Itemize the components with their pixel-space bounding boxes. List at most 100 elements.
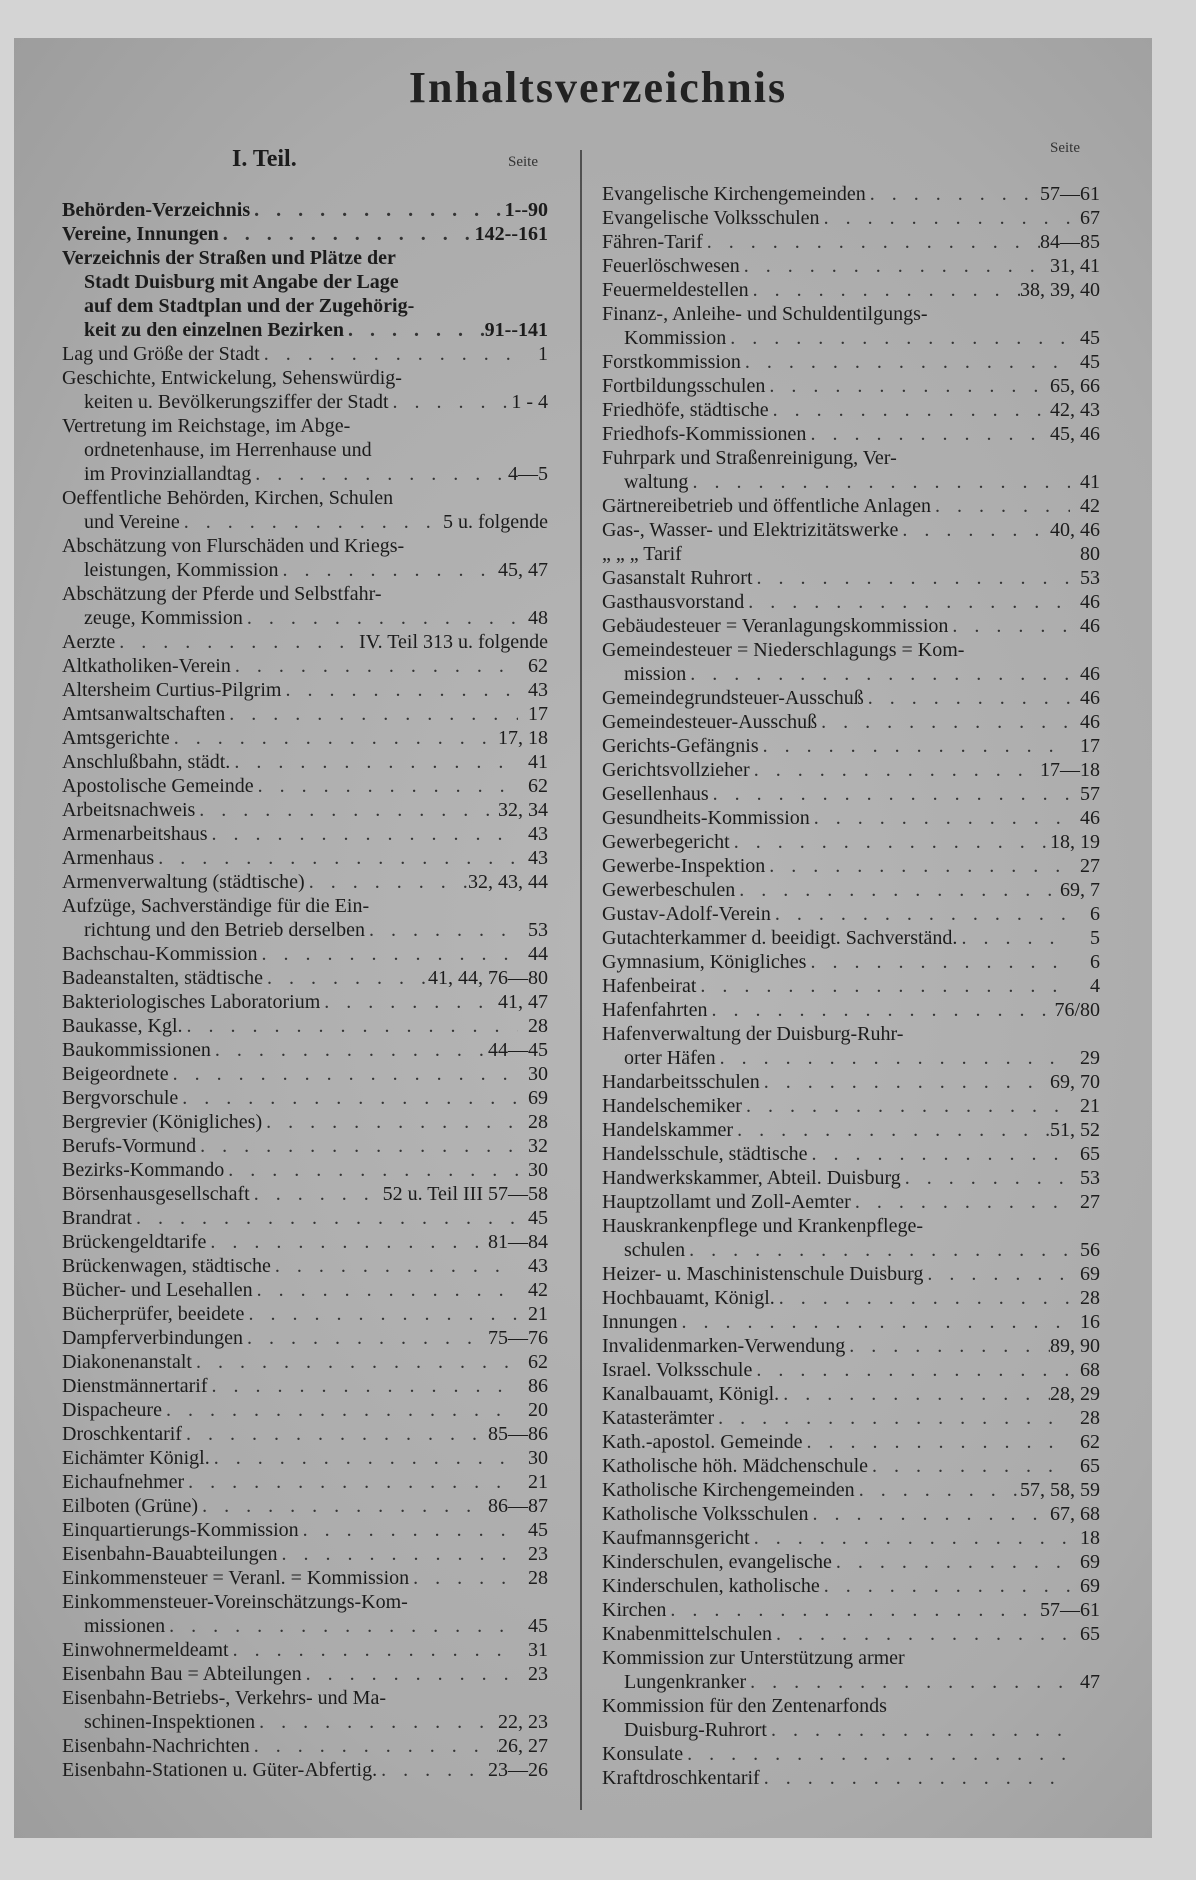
- entry-line: keit zu den einzelnen Bezirken 91--141: [62, 318, 548, 342]
- index-entry: Eisenbahn-Nachrichten 26, 27: [62, 1734, 548, 1758]
- entry-text: Gas-, Wasser- und Elektrizitätswerke: [602, 519, 899, 541]
- entry-line: Droschkentarif 85—86: [62, 1422, 548, 1446]
- index-entry: Handelsschule, städtische 65: [602, 1142, 1100, 1166]
- entry-text: Eisenbahn-Betriebs-, Verkehrs- und Ma-: [62, 1687, 386, 1709]
- leader-dots: [772, 1622, 1070, 1646]
- page-number: 17, 18: [498, 727, 548, 749]
- entry-line: Amtsgerichte 17, 18: [62, 726, 548, 750]
- entry-line: Berufs-Vormund 32: [62, 1134, 548, 1158]
- index-entry: Brückenwagen, städtische 43: [62, 1254, 548, 1278]
- leader-dots: [169, 1062, 518, 1086]
- leader-dots: [320, 990, 498, 1014]
- entry-line: Apostolische Gemeinde 62: [62, 774, 548, 798]
- index-entry: Gerichts-Gefängnis 17: [602, 734, 1100, 758]
- index-entry: Kath.-apostol. Gemeinde 62: [602, 1430, 1100, 1454]
- entry-text: Brückenwagen, städtische: [62, 1255, 271, 1277]
- entry-text: Aerzte: [62, 631, 116, 653]
- entry-line: Oeffentliche Behörden, Kirchen, Schulen: [62, 486, 548, 510]
- page-number: 69: [1080, 1551, 1100, 1573]
- page-number: 142--161: [474, 223, 548, 245]
- entry-line: schinen-Inspektionen 22, 23: [62, 1710, 548, 1734]
- leader-dots: [931, 494, 1070, 518]
- entry-text: im Provinziallandtag: [84, 463, 252, 485]
- leader-dots: [688, 470, 1070, 494]
- entry-text: Arbeitsnachweis: [62, 799, 196, 821]
- entry-text: Lag und Größe der Stadt: [62, 343, 260, 365]
- entry-text: Brückengeldtarife: [62, 1231, 207, 1253]
- page-number: 40, 46: [1050, 519, 1100, 541]
- page-number: 5: [1090, 927, 1100, 949]
- part-heading: I. Teil.: [232, 146, 297, 172]
- page-number: 69, 70: [1050, 1071, 1100, 1093]
- index-entry: Verzeichnis der Straßen und Plätze der St…: [62, 246, 548, 342]
- leader-dots: [740, 254, 1050, 278]
- page-number: 4—5: [508, 463, 548, 485]
- entry-line: Handelsschule, städtische 65: [602, 1142, 1100, 1166]
- leader-dots: [686, 662, 1070, 686]
- entry-text: Fähren-Tarif: [602, 231, 703, 253]
- index-entry: Kanalbauamt, Königl. 28, 29: [602, 1382, 1100, 1406]
- leader-dots: [750, 758, 1040, 782]
- page-number: 28: [1080, 1407, 1100, 1429]
- entry-text: Hafenfahrten: [602, 999, 708, 1021]
- index-entry: Dienstmännertarif 86: [62, 1374, 548, 1398]
- entry-text: Badeanstalten, städtische: [62, 967, 264, 989]
- entry-line: Abschätzung der Pferde und Selbstfahr-: [62, 582, 548, 606]
- page-number: 46: [1080, 591, 1100, 613]
- entry-line: schulen 56: [602, 1238, 1100, 1262]
- entry-line: Aufzüge, Sachverständige für die Ein-: [62, 894, 548, 918]
- index-entry: Baukommissionen 44—45: [62, 1038, 548, 1062]
- leader-dots: [377, 1758, 488, 1782]
- leader-dots: [253, 1278, 518, 1302]
- leader-dots: [868, 1454, 1070, 1478]
- page-number: 43: [528, 847, 548, 869]
- leader-dots: [305, 870, 468, 894]
- entry-text: Friedhöfe, städtische: [602, 399, 769, 421]
- leader-dots: [803, 1430, 1071, 1454]
- entry-line: Armenarbeitshaus 43: [62, 822, 548, 846]
- entry-text: orter Häfen: [624, 1047, 716, 1069]
- leader-dots: [243, 606, 518, 630]
- entry-line: Katholische höh. Mädchenschule 65: [602, 1454, 1100, 1478]
- page-number: 22, 23: [498, 1711, 548, 1733]
- index-entry: Handelschemiker 21: [602, 1094, 1100, 1118]
- entry-line: mission 46: [602, 662, 1100, 686]
- page-number: 86: [528, 1375, 548, 1397]
- page-number: 45, 47: [498, 559, 548, 581]
- leader-dots: [957, 926, 1070, 950]
- index-entry: Gasanstalt Ruhrort 53: [602, 566, 1100, 590]
- entry-text: Evangelische Kirchengemeinden: [602, 183, 866, 205]
- entry-line: Bergvorschule 69: [62, 1086, 548, 1110]
- right-column: Evangelische Kirchengemeinden57—61Evange…: [602, 182, 1100, 1790]
- index-entry: Kommission für den Zentenarfonds Duisburg…: [602, 1694, 1100, 1742]
- page-number: 56: [1080, 1239, 1100, 1261]
- entry-text: Invalidenmarken-Verwendung: [602, 1335, 846, 1357]
- entry-text: Feuermeldestellen: [602, 279, 749, 301]
- leader-dots: [765, 374, 1050, 398]
- page-number: 45: [528, 1207, 548, 1229]
- entry-text: Katholische höh. Mädchenschule: [602, 1455, 869, 1477]
- leader-dots: [170, 726, 498, 750]
- entry-line: Dampferverbindungen 75—76: [62, 1326, 548, 1350]
- index-entry: Gutachterkammer d. beeidigt. Sachverstän…: [602, 926, 1100, 950]
- page-number: 28: [528, 1567, 548, 1589]
- leader-dots: [244, 1302, 518, 1326]
- entry-text: Droschkentarif: [62, 1423, 182, 1445]
- index-entry: Kinderschulen, katholische 69: [602, 1574, 1100, 1598]
- entry-text: Kath.-apostol. Gemeinde: [602, 1431, 803, 1453]
- entry-text: Hochbauamt, Königl.: [602, 1287, 775, 1309]
- page-number: 41, 47: [498, 991, 548, 1013]
- index-entry: Armenverwaltung (städtische) 32, 43, 44: [62, 870, 548, 894]
- leader-dots: [685, 1238, 1070, 1262]
- entry-text: Abschätzung von Flurschäden und Kriegs-: [62, 535, 405, 557]
- entry-text: Handelskammer: [602, 1119, 734, 1141]
- page-number: 41: [1080, 471, 1100, 493]
- index-entry: Arbeitsnachweis 32, 34: [62, 798, 548, 822]
- entry-line: Duisburg-Ruhrort: [602, 1718, 1100, 1742]
- page-number: 53: [1080, 567, 1100, 589]
- entry-text: Gebäudesteuer = Veranlagungskommission: [602, 615, 949, 637]
- entry-line: Eisenbahn-Bauabteilungen 23: [62, 1542, 548, 1566]
- entry-line: Eisenbahn-Stationen u. Güter-Abfertig. 23…: [62, 1758, 548, 1782]
- entry-line: ordnetenhause, im Herrenhause und: [62, 438, 548, 462]
